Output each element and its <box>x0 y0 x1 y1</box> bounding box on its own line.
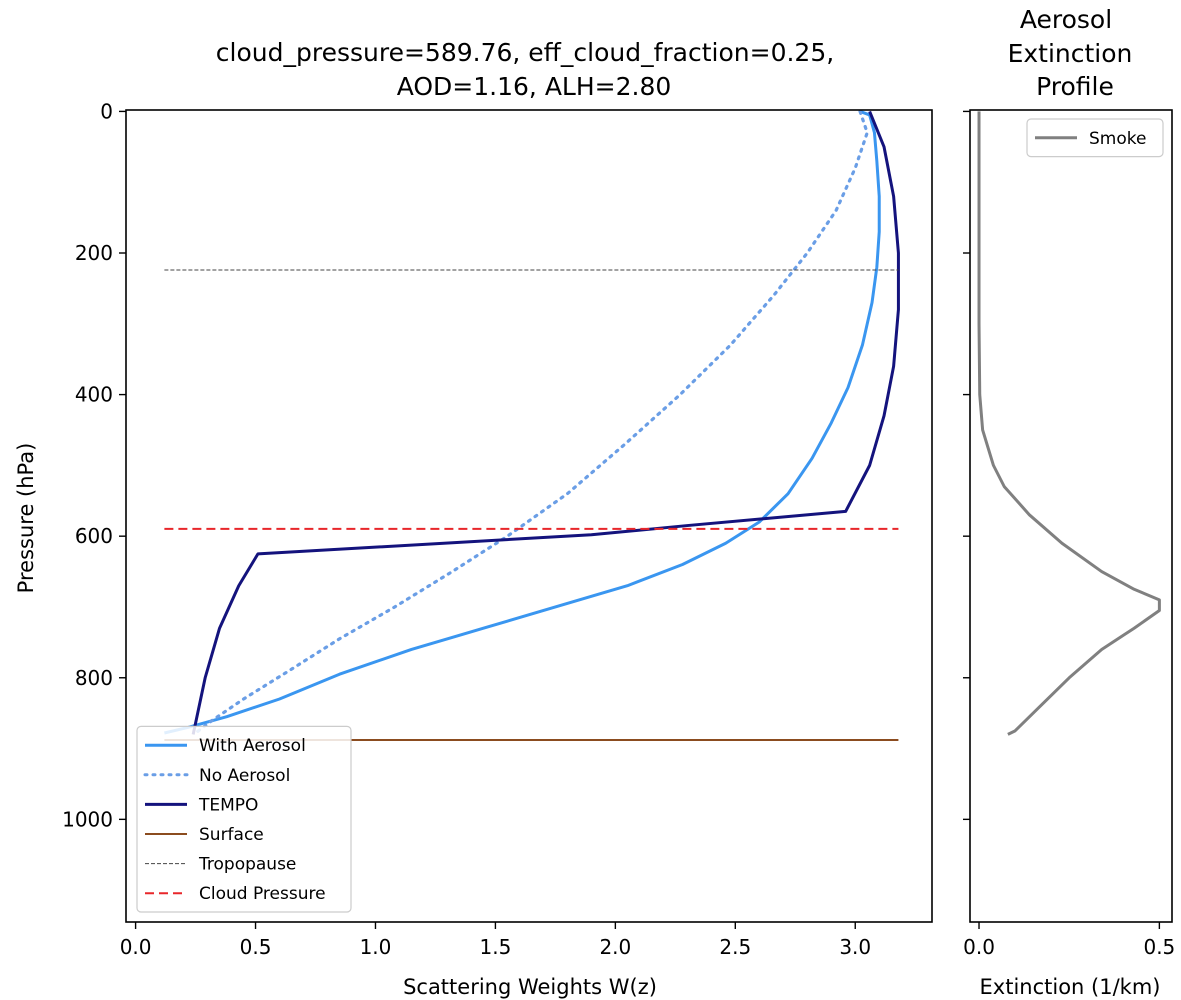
side-axes-frame <box>969 109 1173 923</box>
y-tick-label: 200 <box>75 241 113 265</box>
side-title-line-1: Aerosol <box>1020 5 1112 34</box>
side-y-ticks <box>963 110 970 821</box>
legend-label: Smoke <box>1089 129 1146 149</box>
series-line-tempo <box>191 110 900 735</box>
x-tick-label: 0.5 <box>240 935 272 959</box>
x-tick-label: 1.0 <box>360 935 392 959</box>
side-x-ticks: 0.0 0.5 <box>963 922 1175 959</box>
x-tick-label: 2.5 <box>719 935 751 959</box>
x-tick-label: 1.5 <box>480 935 512 959</box>
series-line-smoke <box>977 111 1161 736</box>
x-tick-label: 2.0 <box>599 935 631 959</box>
side-title-line-2: Extinction <box>1008 39 1133 68</box>
x-tick-label: 0.0 <box>963 935 995 959</box>
legend-label: No Aerosol <box>199 766 290 786</box>
x-tick-label: 0.5 <box>1143 935 1175 959</box>
legend-label: Cloud Pressure <box>199 884 326 904</box>
main-axes-frame <box>125 109 933 923</box>
legend-label: With Aerosol <box>199 736 306 756</box>
main-title-line-1: cloud_pressure=589.76, eff_cloud_fractio… <box>216 38 834 67</box>
y-tick-label: 800 <box>75 666 113 690</box>
x-tick-label: 3.0 <box>839 935 871 959</box>
legend-box <box>1026 118 1164 158</box>
series-line-with-aerosol <box>164 110 881 735</box>
side-x-axis-label: Extinction (1/km) <box>980 975 1161 999</box>
main-y-ticks: 0 200 400 600 800 1000 <box>62 99 126 831</box>
main-x-axis-label: Scattering Weights W(z) <box>403 975 657 999</box>
y-tick-label: 600 <box>75 524 113 548</box>
y-tick-label: 0 <box>100 99 113 123</box>
main-y-axis-label: Pressure (hPa) <box>14 443 38 594</box>
series-line-no-aerosol <box>193 109 869 735</box>
extinction-plot-area <box>977 111 1161 736</box>
legend-box <box>136 725 352 913</box>
side-title-line-3: Profile <box>1036 72 1114 101</box>
extinction-legend: Smoke <box>1026 118 1164 158</box>
main-plot-area <box>164 109 900 742</box>
main-title-line-2: AOD=1.16, ALH=2.80 <box>397 72 672 101</box>
main-x-ticks: 0.0 0.5 1.0 1.5 2.0 2.5 3.0 <box>120 922 871 959</box>
extinction-plot-panel: Aerosol Extinction Profile 0.0 0.5 Extinc… <box>963 5 1175 999</box>
y-tick-label: 400 <box>75 383 113 407</box>
main-legend: With Aerosol No Aerosol TEMPO Surface Tropop… <box>136 725 352 913</box>
y-tick-label: 1000 <box>62 807 113 831</box>
x-tick-label: 0.0 <box>120 935 152 959</box>
legend-label: Surface <box>199 825 264 845</box>
main-plot-panel: cloud_pressure=589.76, eff_cloud_fractio… <box>14 38 933 999</box>
legend-label: Tropopause <box>198 855 296 875</box>
legend-label: TEMPO <box>198 795 258 815</box>
